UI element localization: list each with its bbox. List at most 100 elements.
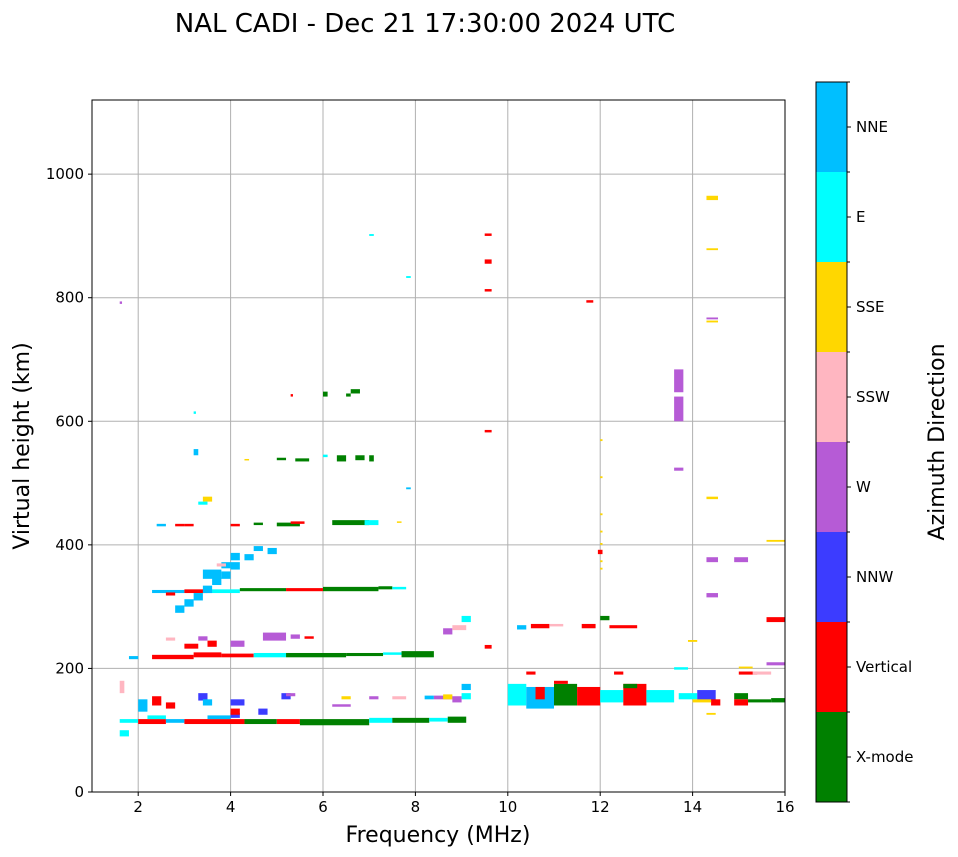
x-tick-label: 2	[133, 798, 143, 816]
data-mark-vertical	[766, 617, 785, 623]
data-mark-vertical	[230, 523, 240, 527]
data-mark-nnw	[198, 693, 208, 701]
data-mark-x-mode	[401, 651, 434, 658]
data-mark-nne	[128, 656, 139, 660]
data-mark-nne	[202, 699, 213, 706]
data-mark-nne	[230, 552, 240, 561]
data-mark-w	[262, 632, 287, 641]
data-mark-x-mode	[253, 522, 263, 526]
data-mark-sse	[706, 195, 719, 201]
data-mark-sse	[600, 530, 603, 533]
data-mark-e	[198, 501, 208, 505]
data-mark-nne	[221, 571, 231, 579]
data-mark-x-mode	[239, 588, 287, 592]
data-mark-ssw	[752, 671, 772, 675]
data-mark-x-mode	[378, 586, 393, 590]
colorbar-swatch-x-mode	[816, 712, 847, 802]
y-axis-label: Virtual height (km)	[10, 342, 35, 549]
data-mark-x-mode	[771, 698, 785, 703]
data-mark-vertical	[304, 636, 314, 639]
x-tick-label: 6	[318, 798, 328, 816]
data-mark-x-mode	[299, 719, 370, 726]
data-mark-sse	[600, 567, 603, 570]
colorbar-tick-label: SSE	[856, 298, 885, 316]
data-mark-sse	[600, 439, 603, 442]
data-mark-vertical	[554, 680, 568, 684]
data-mark-w	[119, 301, 123, 304]
data-mark-vertical	[530, 623, 550, 629]
data-mark-nne	[152, 589, 185, 594]
colorbar-swatch-nne	[816, 82, 847, 172]
data-mark-x-mode	[276, 457, 287, 461]
data-mark-x-mode	[346, 393, 351, 397]
data-mark-nne	[193, 449, 199, 456]
data-mark-w	[706, 317, 719, 320]
data-mark-vertical	[152, 654, 194, 660]
data-mark-sse	[244, 458, 250, 461]
colorbar-tick-label: X-mode	[856, 748, 913, 766]
data-mark-nne	[138, 699, 148, 712]
colorbar-label: Azimuth Direction	[925, 343, 950, 540]
data-mark-e	[147, 715, 166, 720]
data-mark-w	[734, 557, 749, 563]
data-mark-w	[766, 662, 785, 666]
x-tick-label: 14	[683, 798, 702, 816]
data-mark-vertical	[184, 643, 199, 649]
data-mark-sse	[706, 712, 716, 715]
data-mark-nne	[202, 569, 222, 579]
data-mark-vertical	[711, 699, 721, 706]
data-mark-nne	[461, 683, 471, 691]
data-mark-vertical	[581, 623, 596, 629]
colorbar-swatch-w	[816, 442, 847, 532]
data-mark-x-mode	[244, 719, 277, 725]
data-mark-vertical	[484, 644, 492, 649]
x-tick-label: 8	[411, 798, 421, 816]
data-mark-sse	[706, 320, 719, 323]
data-mark-nne	[175, 605, 185, 613]
data-mark-vertical	[609, 625, 638, 629]
data-mark-sse	[600, 513, 603, 516]
data-mark-w	[198, 636, 208, 641]
data-mark-x-mode	[336, 455, 347, 462]
data-mark-w	[369, 696, 379, 700]
y-tick-label: 1000	[46, 165, 84, 183]
data-mark-vertical	[484, 289, 492, 292]
data-marks	[119, 195, 785, 737]
data-mark-vertical	[175, 523, 185, 527]
data-mark-vertical	[286, 588, 323, 592]
data-mark-w	[332, 704, 351, 707]
data-mark-e	[461, 693, 471, 700]
data-mark-nne	[156, 523, 166, 527]
data-mark-nne	[406, 487, 411, 490]
data-mark-sse	[202, 496, 213, 502]
data-mark-x-mode	[554, 683, 578, 706]
x-tick-label: 10	[498, 798, 517, 816]
data-mark-vertical	[230, 708, 240, 715]
data-mark-x-mode	[369, 455, 374, 462]
data-mark-e	[392, 586, 407, 590]
data-mark-sse	[706, 496, 719, 500]
data-mark-ssw	[119, 680, 125, 694]
data-mark-w	[290, 634, 300, 639]
data-mark-vertical	[290, 521, 305, 524]
x-tick-label: 16	[775, 798, 794, 816]
data-mark-w	[706, 593, 719, 598]
data-mark-nne	[212, 577, 222, 586]
data-mark-vertical	[738, 671, 758, 675]
data-mark-nne	[244, 554, 254, 561]
colorbar: X-mode Vertical NNW W SSW SSE E NNE	[815, 81, 913, 803]
chart-title: NAL CADI - Dec 21 17:30:00 2024 UTC	[175, 9, 675, 39]
data-mark-sse	[692, 699, 712, 703]
data-mark-vertical	[165, 702, 176, 709]
data-mark-x-mode	[350, 389, 360, 394]
data-mark-e	[207, 589, 240, 594]
data-mark-w	[674, 396, 684, 422]
y-tick-label: 600	[55, 412, 84, 430]
data-mark-nne	[202, 585, 213, 594]
data-mark-x-mode	[346, 652, 384, 657]
data-mark-e	[119, 730, 129, 737]
data-mark-vertical	[597, 549, 603, 555]
data-mark-vertical	[184, 589, 208, 594]
x-axis-label: Frequency (MHz)	[346, 823, 531, 848]
data-mark-vertical	[184, 523, 194, 527]
